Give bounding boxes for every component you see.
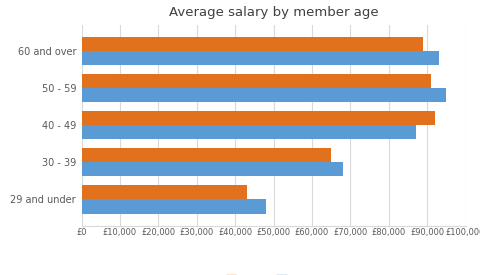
Bar bbox=[82, 88, 446, 102]
Bar bbox=[82, 111, 435, 125]
Bar bbox=[82, 148, 331, 162]
Bar bbox=[82, 125, 416, 139]
Bar bbox=[82, 51, 439, 65]
Bar bbox=[82, 185, 247, 199]
Title: Average salary by member age: Average salary by member age bbox=[169, 6, 378, 20]
Bar bbox=[82, 162, 343, 177]
Bar bbox=[82, 74, 431, 88]
Bar bbox=[82, 37, 423, 51]
Bar bbox=[82, 199, 266, 214]
